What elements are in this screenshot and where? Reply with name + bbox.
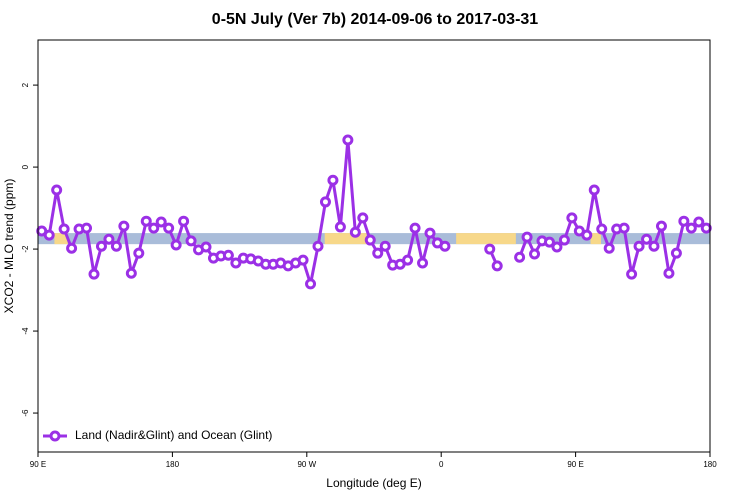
- x-tick-label: 90 E: [30, 460, 46, 469]
- series-point: [402, 254, 414, 266]
- y-tick-label: -4: [21, 327, 30, 335]
- legend-label: Land (Nadir&Glint) and Ocean (Glint): [75, 428, 272, 442]
- series-point: [163, 222, 175, 234]
- series-point: [693, 216, 705, 228]
- series-point: [133, 247, 145, 259]
- series-point: [334, 221, 346, 233]
- plot-frame: [37, 39, 711, 453]
- series-point: [148, 222, 160, 234]
- series-point: [529, 248, 541, 260]
- series-point: [140, 215, 152, 227]
- series-point: [185, 235, 197, 247]
- series-point: [372, 247, 384, 259]
- series-point: [66, 242, 78, 254]
- series-point: [357, 212, 369, 224]
- series-point: [297, 254, 309, 266]
- series-point: [618, 222, 630, 234]
- x-tick-label: 0: [439, 460, 444, 469]
- series-point: [566, 212, 578, 224]
- series-point: [558, 234, 570, 246]
- series-point: [633, 240, 645, 252]
- series-point: [417, 257, 429, 269]
- series-point: [700, 222, 712, 234]
- series-point: [222, 249, 234, 261]
- chart-title: 0-5N July (Ver 7b) 2014-09-06 to 2017-03…: [212, 11, 539, 28]
- series-point: [491, 260, 503, 272]
- series-point: [51, 184, 63, 196]
- series-point: [379, 240, 391, 252]
- series-point: [551, 241, 563, 253]
- series-point: [484, 243, 496, 255]
- series-point: [655, 220, 667, 232]
- series-point: [155, 216, 167, 228]
- series-point: [641, 233, 653, 245]
- series-point: [312, 240, 324, 252]
- series-point: [58, 223, 70, 235]
- series-point: [670, 247, 682, 259]
- series-point: [305, 278, 317, 290]
- band-segment: [324, 233, 367, 245]
- legend-marker: [49, 430, 61, 442]
- y-axis-label: XCO2 - MLO trend (ppm): [2, 179, 16, 314]
- series-point: [603, 242, 615, 254]
- x-tick-label: 90 W: [297, 460, 316, 469]
- series-point: [514, 251, 526, 263]
- band-segment: [590, 233, 601, 245]
- series-point: [170, 239, 182, 251]
- plot-group: [36, 134, 712, 290]
- y-tick-label: -6: [21, 409, 30, 417]
- series-point: [409, 222, 421, 234]
- y-tick-label: -2: [21, 245, 30, 253]
- band-segment: [456, 233, 516, 245]
- series-point: [439, 240, 451, 252]
- series-point: [581, 229, 593, 241]
- series-point: [588, 184, 600, 196]
- series-point: [327, 174, 339, 186]
- y-tick-label: 0: [21, 164, 30, 169]
- series-point: [319, 196, 331, 208]
- series-point: [230, 257, 242, 269]
- series-point: [178, 215, 190, 227]
- x-axis-label: Longitude (deg E): [326, 476, 421, 490]
- x-tick-label: 180: [703, 460, 717, 469]
- series-point: [349, 226, 361, 238]
- series-point: [118, 220, 130, 232]
- series-point: [88, 268, 100, 280]
- band-segment: [54, 233, 68, 245]
- series-point: [364, 234, 376, 246]
- series-point: [663, 267, 675, 279]
- x-tick-label: 90 E: [567, 460, 583, 469]
- series-point: [95, 240, 107, 252]
- series-point: [648, 240, 660, 252]
- series-point: [543, 236, 555, 248]
- x-tick-label: 180: [166, 460, 180, 469]
- series-point: [626, 268, 638, 280]
- series-point: [200, 241, 212, 253]
- series-point: [81, 222, 93, 234]
- series-point: [424, 227, 436, 239]
- series-point: [43, 229, 55, 241]
- series-point: [685, 222, 697, 234]
- series-point: [596, 223, 608, 235]
- series-point: [678, 215, 690, 227]
- series-point: [125, 267, 137, 279]
- series-point: [342, 134, 354, 146]
- y-tick-label: 2: [21, 82, 30, 87]
- series-point: [103, 233, 115, 245]
- series-point: [110, 240, 122, 252]
- series-point: [521, 231, 533, 243]
